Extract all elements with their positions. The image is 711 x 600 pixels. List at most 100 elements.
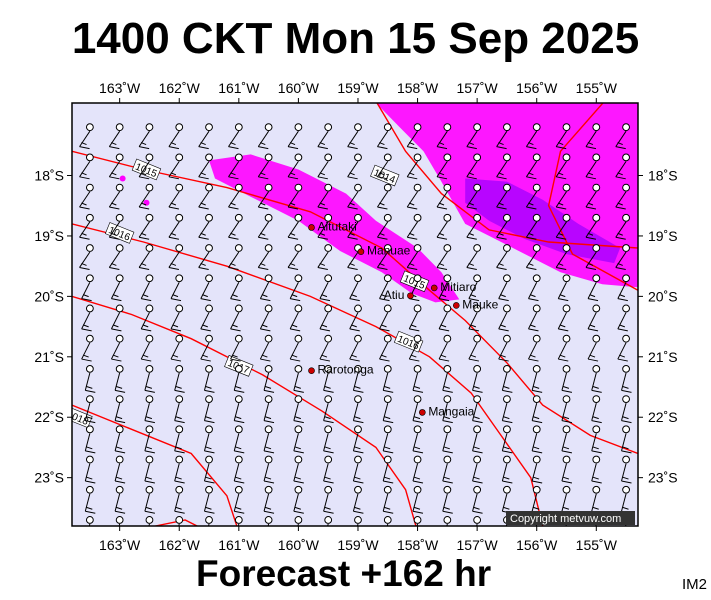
wind-barb [257, 153, 273, 180]
wind-barb [287, 244, 303, 270]
island-label: Mangaia [428, 404, 474, 418]
wind-barb [555, 183, 571, 210]
copyright-text: Copyright metvuw.com [510, 513, 621, 525]
wind-barb [144, 364, 155, 393]
wind-barb [377, 183, 392, 210]
wind-barb [466, 244, 482, 270]
wind-barb [114, 485, 126, 514]
wind-barb [412, 485, 424, 514]
wind-barb [412, 425, 424, 454]
wind-barb [263, 425, 275, 454]
wind-barb [81, 274, 94, 302]
wind-barb [108, 123, 124, 150]
island-label: Rarotonga [318, 363, 374, 377]
wind-barb [200, 274, 213, 302]
wind-barb [114, 455, 126, 484]
wind-barb [174, 395, 185, 424]
lon-tick-label-top: 156˚W [516, 80, 558, 96]
wind-barb [621, 364, 632, 393]
wind-barb [615, 123, 630, 150]
wind-barb [228, 183, 243, 210]
wind-barb [406, 244, 422, 270]
wind-barb [257, 244, 273, 270]
wind-barb [79, 183, 94, 210]
wind-barb [84, 425, 96, 454]
wind-barb [528, 274, 541, 302]
island-marker: Atiu [384, 288, 414, 302]
island-marker: Rarotonga [308, 363, 374, 377]
wind-barb [289, 274, 303, 302]
wind-barb [230, 304, 243, 332]
wind-barb [198, 153, 213, 180]
wind-barb [466, 153, 482, 180]
wind-barb [383, 516, 392, 526]
wind-barb [114, 395, 126, 424]
wind-barb [317, 183, 333, 210]
wind-barb [168, 123, 184, 150]
wind-barb [259, 274, 273, 302]
lat-tick-label-left: 18˚S [34, 168, 64, 184]
wind-barb [466, 213, 482, 240]
wind-barb [352, 395, 364, 424]
wind-barb [615, 183, 630, 210]
wind-barb [585, 244, 601, 270]
wind-barb [79, 244, 94, 270]
wind-barb [347, 183, 362, 210]
rain-area-heavy [465, 178, 621, 264]
wind-barb [349, 274, 362, 302]
wind-barb [174, 485, 185, 514]
wind-barb [81, 334, 94, 362]
wind-barb [382, 395, 394, 424]
lon-tick-label-top: 157˚W [457, 80, 499, 96]
wind-barb [377, 123, 392, 150]
wind-barb [472, 455, 483, 484]
wind-barb [412, 395, 424, 424]
wind-barb [263, 485, 275, 514]
wind-barb [561, 425, 573, 454]
wind-barb [317, 123, 333, 150]
lon-tick-label-top: 161˚W [218, 80, 260, 96]
wind-barb [438, 304, 452, 332]
wind-barb [498, 304, 511, 332]
wind-barb [591, 364, 602, 393]
wind-barb [501, 425, 513, 454]
lon-tick-label-bottom: 157˚W [457, 537, 499, 553]
wind-barb [317, 153, 333, 180]
wind-barb [472, 395, 483, 424]
wind-barb [555, 213, 571, 240]
lon-tick-label-bottom: 162˚W [159, 537, 201, 553]
wind-barb [205, 516, 213, 526]
wind-barb [108, 213, 124, 240]
wind-barb [294, 516, 303, 526]
wind-barb [228, 153, 243, 180]
wind-barb [621, 395, 632, 424]
wind-barb [84, 455, 96, 484]
island-marker: Aitutaki [308, 219, 357, 233]
isobar [547, 103, 638, 291]
wind-barb [293, 395, 304, 424]
wind-barb [144, 395, 155, 424]
wind-barb [555, 123, 571, 150]
wind-barb [501, 364, 513, 393]
wind-barb [347, 123, 362, 150]
isobar-label: 1018 [72, 406, 93, 429]
rain-spot [119, 175, 126, 182]
wind-barb [561, 364, 573, 393]
wind-barb [115, 516, 124, 526]
wind-barb [525, 153, 541, 180]
rain-area [209, 154, 460, 303]
wind-barb [525, 183, 541, 210]
wind-barb [79, 213, 94, 240]
wind-barb [557, 334, 571, 362]
wind-barb [198, 183, 213, 210]
wind-barb [531, 395, 543, 424]
wind-barb [233, 485, 245, 514]
wind-barb [263, 364, 275, 393]
wind-barb [382, 364, 394, 393]
wind-barb [144, 455, 155, 484]
wind-barb [436, 244, 452, 270]
wind-barb [263, 455, 275, 484]
wind-barb [501, 395, 513, 424]
lon-tick-label-top: 155˚W [576, 80, 618, 96]
isobar [72, 295, 417, 526]
